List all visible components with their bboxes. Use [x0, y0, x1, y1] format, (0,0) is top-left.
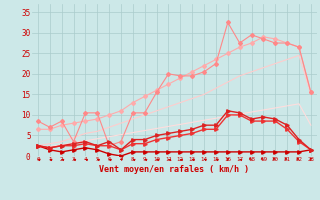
- X-axis label: Vent moyen/en rafales ( km/h ): Vent moyen/en rafales ( km/h ): [100, 165, 249, 174]
